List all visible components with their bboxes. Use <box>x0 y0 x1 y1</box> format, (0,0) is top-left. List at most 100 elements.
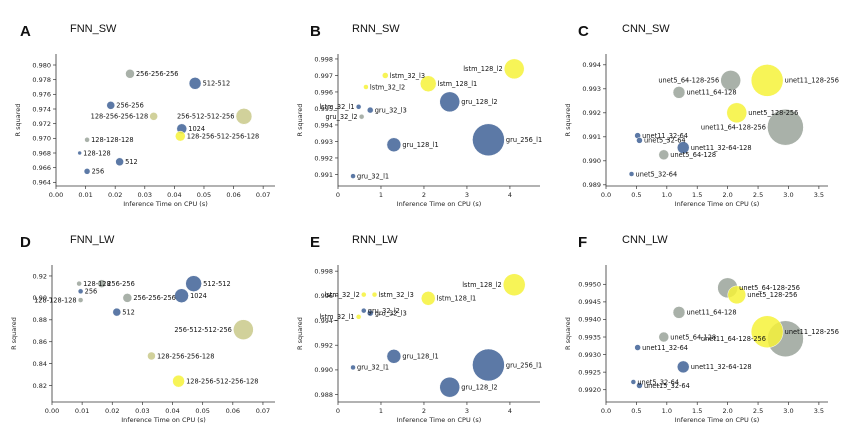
data-point-label: unet5_128-256 <box>748 109 798 117</box>
y-axis-label: R squared <box>296 104 304 137</box>
data-point-label: unet11_128-256 <box>785 77 839 85</box>
y-axis-label: R squared <box>296 317 304 350</box>
data-point <box>386 137 402 152</box>
y-tick-label: 0.995 <box>314 105 333 113</box>
y-tick-label: 0.88 <box>33 316 47 324</box>
y-tick-label: 0.991 <box>582 133 601 141</box>
x-tick-label: 1.5 <box>692 191 702 199</box>
y-tick-label: 0.9920 <box>578 386 601 394</box>
x-axis-label: Inference Time on CPU (s) <box>121 416 206 424</box>
y-tick-label: 0.993 <box>314 138 333 146</box>
data-point <box>382 72 389 79</box>
panel-letter: E <box>310 234 320 251</box>
data-point-label: 256-256-256 <box>133 294 176 302</box>
x-tick-label: 1 <box>379 407 383 415</box>
data-point <box>502 273 526 296</box>
data-point-label: lstm_128_l1 <box>438 80 477 88</box>
data-point-label: 256 <box>85 288 98 296</box>
y-tick-label: 0.9940 <box>578 316 601 324</box>
panel-title: RNN_SW <box>352 23 400 35</box>
x-tick-label: 2.5 <box>753 191 763 199</box>
data-point-label: lstm_128_l2 <box>462 281 501 289</box>
y-tick-label: 0.998 <box>314 267 333 275</box>
data-point <box>235 108 253 125</box>
data-point-label: 512-512 <box>203 280 231 288</box>
data-point <box>750 315 784 348</box>
x-tick-label: 0.5 <box>631 407 641 415</box>
x-tick-label: 4 <box>508 407 512 415</box>
y-tick-label: 0.974 <box>32 105 51 113</box>
data-point <box>363 84 369 90</box>
x-tick-label: 0.03 <box>135 407 149 415</box>
data-point <box>76 280 82 287</box>
x-tick-label: 0.04 <box>167 191 181 199</box>
data-point-label: 256-256 <box>116 102 144 110</box>
data-point-label: 256 <box>92 168 105 176</box>
data-point-label: gru_32_l1 <box>357 172 389 180</box>
x-tick-label: 0.0 <box>601 191 611 199</box>
data-point <box>350 364 356 371</box>
y-tick-label: 0.992 <box>582 109 601 117</box>
data-point-label: gru_256_l1 <box>506 361 542 369</box>
y-axis-label: R squared <box>14 104 22 137</box>
x-axis-label: Inference Time on CPU (s) <box>397 416 482 424</box>
x-tick-label: 3.5 <box>814 407 824 415</box>
data-point <box>366 106 374 114</box>
data-point <box>676 360 690 374</box>
panel-a: A FNN_SW 0.00 0.01 0.02 0.03 0.04 0.05 0.06 0.07 0… <box>14 23 275 208</box>
data-point-label: gru_128_l2 <box>461 383 497 391</box>
panel-e: E RNN_LW 0 1 2 3 4 0.988 0.990 0.992 0.994 0.996 0.9… <box>296 234 542 424</box>
data-point <box>172 374 185 388</box>
x-tick-label: 0.06 <box>226 407 240 415</box>
y-tick-label: 0.990 <box>582 157 601 165</box>
data-point-label: unet5_64-128-256 <box>658 77 719 85</box>
y-tick-label: 0.964 <box>32 179 51 187</box>
data-point <box>125 69 135 79</box>
y-tick-label: 0.90 <box>33 294 47 302</box>
panel-title: CNN_SW <box>622 23 670 35</box>
data-point <box>421 291 436 306</box>
data-point-label: lstm_128_l2 <box>463 65 502 73</box>
data-point <box>122 293 133 303</box>
data-point <box>366 309 374 317</box>
data-point-label: gru_256_l1 <box>506 136 542 144</box>
data-point-label: 512 <box>122 308 135 316</box>
data-point <box>672 86 686 99</box>
data-point-label: unet5_64-128 <box>670 151 716 159</box>
y-tick-label: 0.92 <box>33 272 47 280</box>
data-point-label: unet11_64-128 <box>686 89 736 97</box>
data-point <box>185 275 202 292</box>
data-point <box>628 171 635 177</box>
data-point <box>658 331 670 343</box>
data-point-label: unet5_64-128-256 <box>739 284 800 292</box>
data-point-label: 128-256-256-128 <box>91 113 148 121</box>
panel-title: FNN_SW <box>70 23 117 35</box>
x-tick-label: 0.07 <box>256 191 270 199</box>
data-point-label: 128-128-128 <box>91 136 134 144</box>
x-tick-label: 0.07 <box>256 407 270 415</box>
x-tick-label: 3.5 <box>814 191 824 199</box>
x-tick-label: 0.5 <box>631 191 641 199</box>
data-point <box>439 376 460 398</box>
data-point <box>503 58 525 80</box>
y-tick-label: 0.968 <box>32 149 51 157</box>
data-point-label: unet11_128-256 <box>785 328 839 336</box>
data-point <box>83 168 91 175</box>
y-tick-label: 0.988 <box>314 391 333 399</box>
data-point <box>658 149 670 161</box>
data-point <box>112 307 122 317</box>
x-tick-label: 0.06 <box>226 191 240 199</box>
data-point-label: 128-256-512-256-128 <box>186 377 258 385</box>
x-tick-label: 0.00 <box>45 407 59 415</box>
panel-title: CNN_LW <box>622 234 668 246</box>
y-tick-label: 0.970 <box>32 135 51 143</box>
data-point <box>77 297 84 303</box>
x-tick-label: 0.02 <box>108 191 122 199</box>
x-axis-label: Inference Time on CPU (s) <box>675 200 760 208</box>
data-point-label: unet11_32-64 <box>642 344 688 352</box>
data-point-label: unet11_64-128-256 <box>701 124 766 132</box>
data-point <box>233 319 254 340</box>
data-point-label: unet5_64-128 <box>670 333 716 341</box>
data-point <box>77 288 84 295</box>
